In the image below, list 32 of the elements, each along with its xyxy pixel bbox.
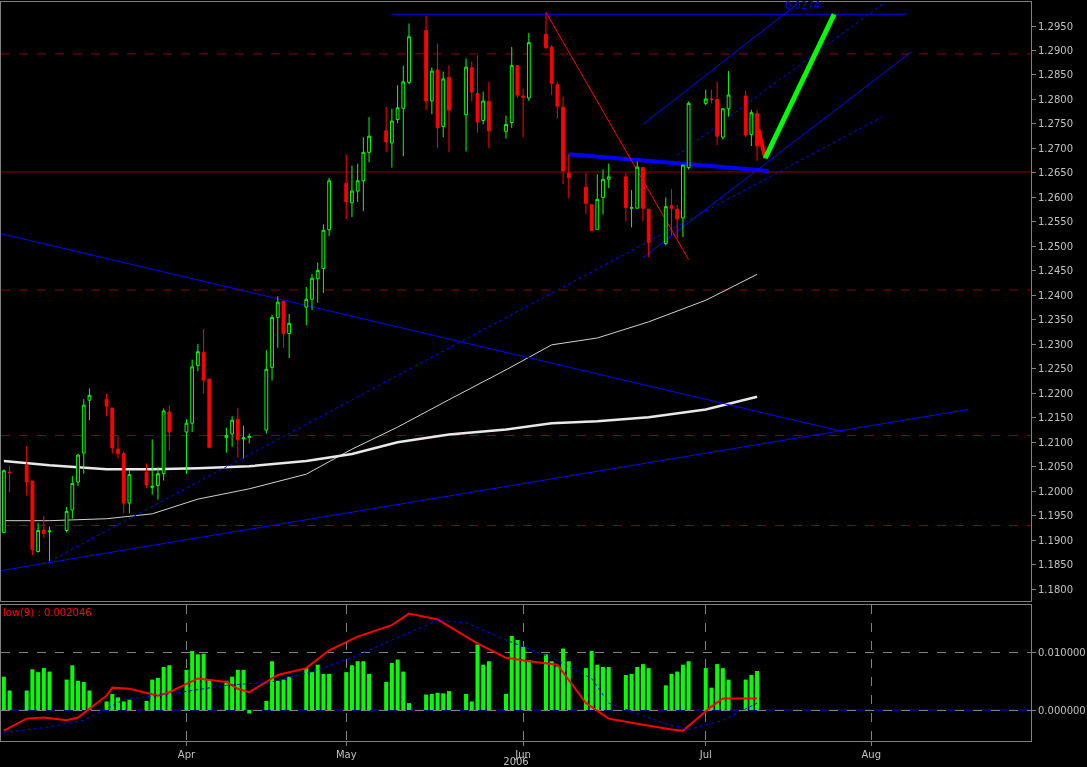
y-tick-label: 1.2350	[1038, 314, 1073, 326]
y-tick-label: 1.2850	[1038, 69, 1073, 81]
y-tick-label: 1.2000	[1038, 485, 1073, 497]
x-tick-label: Aug	[861, 749, 881, 760]
y-tick-label: 1.2050	[1038, 461, 1073, 473]
x-tick-label: Apr	[177, 749, 196, 760]
y-tick-label: 1.2550	[1038, 216, 1073, 228]
y-tick-label: 0.000000	[1038, 704, 1086, 716]
y-tick-label: 1.2200	[1038, 387, 1073, 399]
y-tick-label: 1.2900	[1038, 44, 1073, 56]
y-tick-label: 1.2800	[1038, 93, 1073, 105]
y-tick-label: 1.2950	[1038, 20, 1073, 32]
y-tick-label: 1.2150	[1038, 412, 1073, 424]
y-tick-label: 1.1850	[1038, 559, 1073, 571]
y-tick-label: 1.2750	[1038, 118, 1073, 130]
y-tick-label: 1.2100	[1038, 436, 1073, 448]
x-tick-label: Jul	[698, 749, 712, 760]
y-tick-label: 1.2400	[1038, 289, 1073, 301]
y-tick-label: 1.1800	[1038, 583, 1073, 595]
chart-title: low(9) : 0.002046	[3, 607, 92, 618]
y-tick-label: 1.2700	[1038, 142, 1073, 154]
y-tick-label: 1.2650	[1038, 167, 1073, 179]
y-tick-label: 1.2300	[1038, 338, 1073, 350]
y-tick-label: 1.2500	[1038, 240, 1073, 252]
annotation: 0.0274	[785, 0, 820, 11]
y-tick-label: 1.1950	[1038, 510, 1073, 522]
y-tick-label: 1.2600	[1038, 191, 1073, 203]
y-tick-label: 0.010000	[1038, 647, 1086, 659]
y-tick-label: 1.1900	[1038, 534, 1073, 546]
y-tick-label: 1.2450	[1038, 265, 1073, 277]
x-tick-label: May	[335, 749, 357, 760]
y-tick-label: 1.2250	[1038, 363, 1073, 375]
